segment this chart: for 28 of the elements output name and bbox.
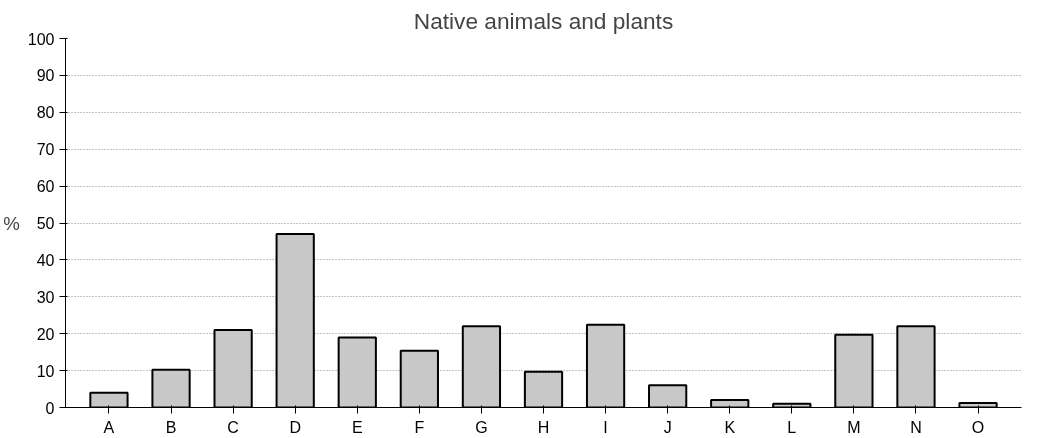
y-tick-label: 70 xyxy=(36,141,55,159)
x-tick-label: H xyxy=(537,418,550,436)
y-tick-label: 40 xyxy=(36,251,55,269)
x-tick-label: C xyxy=(227,418,239,436)
y-tick-label: 100 xyxy=(27,30,55,48)
x-tick-label: I xyxy=(603,418,608,436)
x-tick-label: B xyxy=(165,418,177,436)
chart-title: Native animals and plants xyxy=(413,7,674,34)
y-tick-label: 10 xyxy=(36,362,55,380)
y-tick-label: 30 xyxy=(36,288,55,306)
y-tick-label: 60 xyxy=(36,178,55,196)
x-tick-label: E xyxy=(351,418,363,436)
x-tick-label: F xyxy=(414,418,425,436)
x-tick-label: L xyxy=(787,418,797,436)
x-tick-label: G xyxy=(475,418,488,436)
y-axis-title: % xyxy=(3,212,20,234)
y-tick-label: 20 xyxy=(36,325,55,343)
y-tick-label: 90 xyxy=(36,67,55,85)
y-tick-label: 0 xyxy=(45,399,55,417)
x-tick-label: K xyxy=(724,418,736,436)
y-tick-label: 50 xyxy=(36,215,55,232)
x-tick-label: O xyxy=(971,418,985,436)
x-tick-label: N xyxy=(910,418,922,436)
x-tick-label: A xyxy=(103,418,115,436)
x-tick-label: J xyxy=(663,418,672,436)
y-tick-label: 80 xyxy=(36,104,55,122)
x-tick-label: D xyxy=(289,418,301,436)
x-tick-label: M xyxy=(847,418,861,436)
